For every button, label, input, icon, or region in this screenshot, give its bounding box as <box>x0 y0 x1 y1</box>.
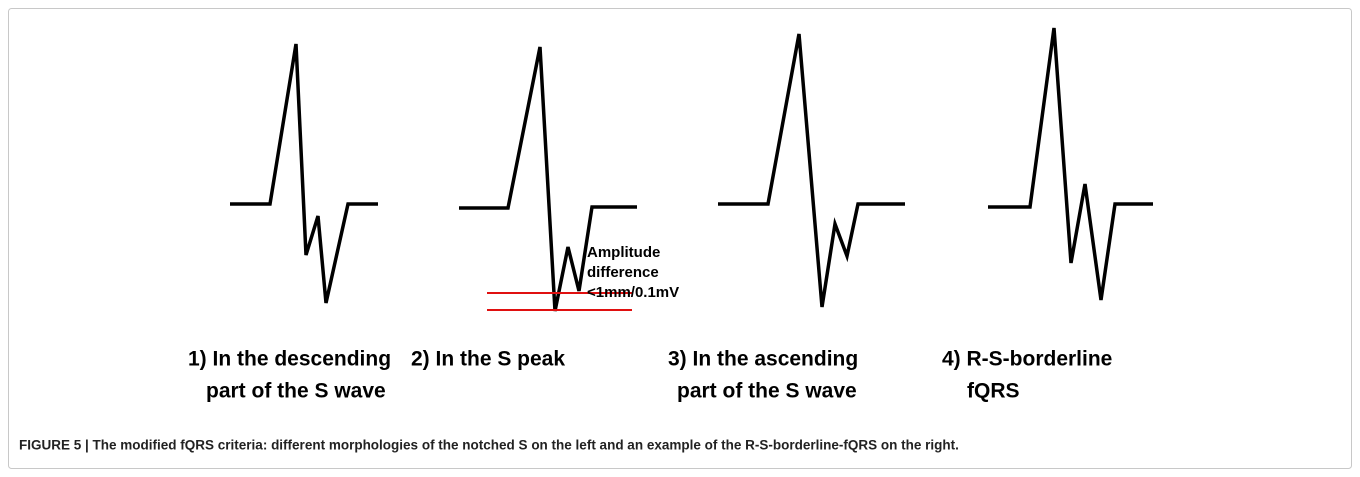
annotation-line: <1mm/0.1mV <box>587 284 679 301</box>
caption: FIGURE 5 | The modified fQRS criteria: d… <box>19 438 959 453</box>
wave-2 <box>459 46 637 312</box>
panel-label: 1) In the descending <box>188 348 391 371</box>
wave-1 <box>230 43 378 304</box>
wave-3 <box>718 33 905 308</box>
panel-label: fQRS <box>967 380 1020 403</box>
annotation-line: Amplitude <box>587 244 660 261</box>
annotation-line: difference <box>587 264 659 281</box>
panel-label: part of the S wave <box>206 380 386 403</box>
panel-label: 3) In the ascending <box>668 348 858 371</box>
panel-label: 4) R-S-borderline <box>942 348 1112 371</box>
panel-label: 2) In the S peak <box>411 348 565 371</box>
figure-border <box>8 8 1352 469</box>
wave-4 <box>988 27 1153 301</box>
panel-label: part of the S wave <box>677 380 857 403</box>
